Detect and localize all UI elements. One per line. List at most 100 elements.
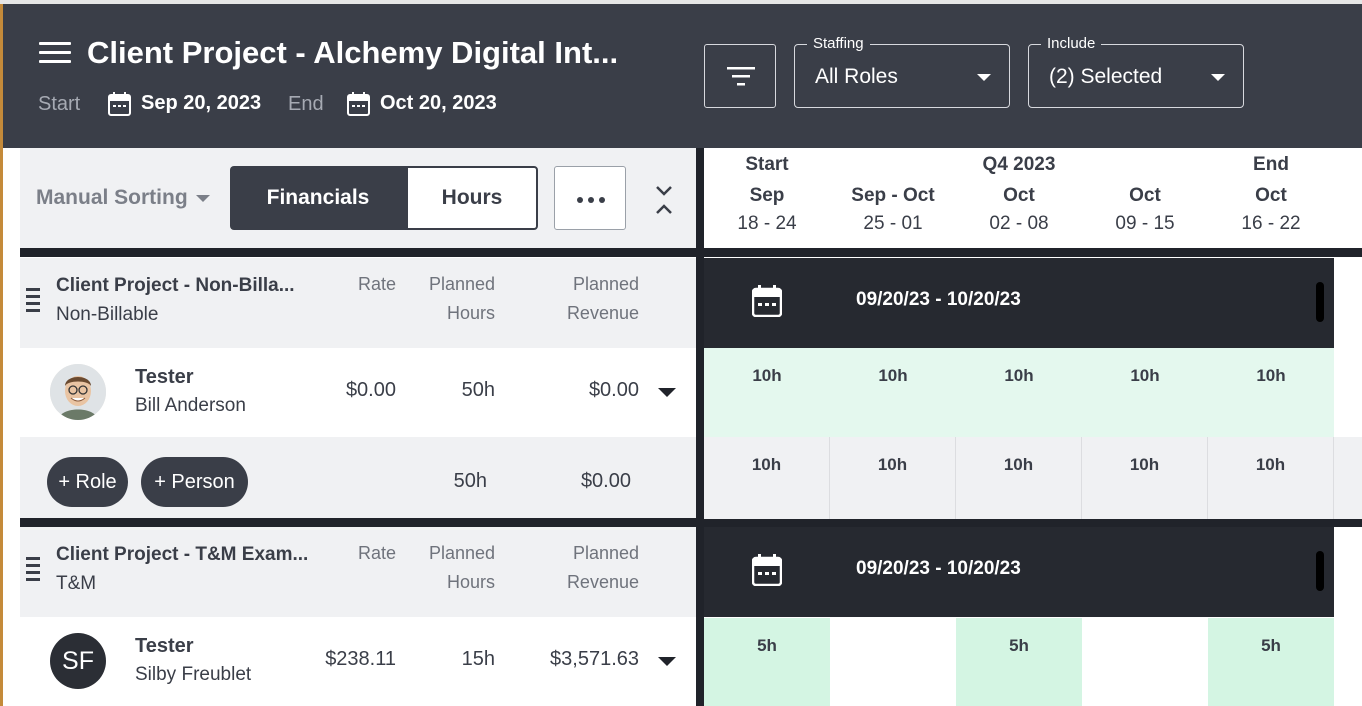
week-month: Oct	[1003, 185, 1035, 206]
rate-value: $238.11	[325, 648, 396, 670]
allocation-cell[interactable]: 5h	[704, 618, 830, 706]
include-label: Include	[1041, 35, 1102, 52]
add-role-button[interactable]: + Role	[47, 457, 128, 507]
menu-icon[interactable]	[39, 42, 71, 68]
week-days: 09 - 15	[1115, 213, 1175, 234]
resize-handle[interactable]	[1316, 282, 1324, 322]
chevron-down-icon[interactable]	[658, 388, 676, 397]
include-select[interactable]: Include (2) Selected	[1028, 35, 1244, 108]
end-label: End	[288, 93, 324, 115]
timeline-filler	[1334, 527, 1362, 617]
rate-column-header: Rate	[357, 543, 396, 563]
week-days: 18 - 24	[737, 213, 797, 234]
summary-cell: 10h	[830, 437, 956, 519]
planned-hours-header-1: Planned	[428, 274, 495, 294]
add-person-button[interactable]: + Person	[141, 457, 248, 507]
week-month: Oct	[1255, 185, 1287, 206]
person-name[interactable]: Silby Freublet	[135, 664, 252, 685]
view-toolbar: Manual Sorting Financials Hours	[20, 148, 696, 248]
project-type: Non-Billable	[56, 304, 159, 325]
planned-hours-header-2: Hours	[446, 303, 495, 323]
rate-value: $0.00	[345, 379, 396, 401]
project-type: T&M	[56, 573, 97, 594]
chevron-down-icon[interactable]	[196, 195, 210, 202]
resize-handle[interactable]	[1316, 551, 1324, 591]
week-month: Sep - Oct	[851, 185, 935, 206]
allocation-cell[interactable]: 10h	[1082, 348, 1208, 438]
staffing-panel: Manual Sorting Financials Hours Client P…	[20, 148, 696, 706]
divider	[20, 248, 696, 257]
week-days: 16 - 22	[1241, 213, 1301, 234]
staffing-label: Staffing	[807, 35, 870, 52]
staffing-select[interactable]: Staffing All Roles	[794, 35, 1010, 108]
chevron-down-icon	[1211, 74, 1225, 81]
include-value: (2) Selected	[1049, 65, 1163, 88]
week-days: 25 - 01	[863, 213, 923, 234]
project-date-band[interactable]: 09/20/23 - 10/20/23	[704, 258, 1334, 348]
avatar	[50, 364, 106, 420]
project-summary-row: + Role + Person 50h $0.00	[20, 437, 696, 518]
staffing-value: All Roles	[815, 65, 898, 88]
panel-divider[interactable]	[696, 148, 704, 706]
calendar-icon[interactable]	[752, 285, 782, 317]
calendar-icon[interactable]	[752, 554, 782, 586]
person-name[interactable]: Bill Anderson	[135, 395, 246, 416]
drag-handle-icon[interactable]	[26, 288, 40, 314]
page-header: Client Project - Alchemy Digital Int... …	[3, 4, 1362, 148]
summary-revenue: $0.00	[580, 470, 631, 492]
start-date[interactable]: Sep 20, 2023	[141, 92, 262, 114]
filter-button[interactable]	[704, 44, 776, 108]
project-date-range: 09/20/23 - 10/20/23	[856, 558, 1021, 579]
project-date-range: 09/20/23 - 10/20/23	[856, 289, 1021, 310]
divider	[704, 248, 1362, 257]
allocation-cell[interactable]	[1082, 618, 1208, 706]
allocation-cell[interactable]: 10h	[956, 348, 1082, 438]
quarter-label: Q4 2023	[982, 154, 1056, 175]
project-header: Client Project - Non-Billa... Non-Billab…	[20, 258, 696, 348]
table-row[interactable]: SF Tester Silby Freublet $238.11 15h $3,…	[20, 617, 696, 706]
project-name[interactable]: Client Project - T&M Exam...	[56, 544, 309, 565]
hours-toggle-button[interactable]: Hours	[406, 166, 538, 230]
allocation-cell[interactable]: 5h	[1208, 618, 1334, 706]
end-calendar-icon[interactable]	[347, 92, 370, 116]
chevron-down-icon[interactable]	[658, 657, 676, 666]
summary-cell: 10h	[1082, 437, 1208, 519]
allocation-cell[interactable]	[830, 618, 956, 706]
week-marker: Start	[745, 154, 789, 175]
week-month: Oct	[1129, 185, 1161, 206]
person-role: Tester	[135, 635, 194, 657]
end-date[interactable]: Oct 20, 2023	[380, 92, 497, 114]
filter-icon	[727, 67, 755, 86]
start-calendar-icon[interactable]	[108, 92, 131, 116]
drag-handle-icon[interactable]	[26, 557, 40, 583]
week-marker: End	[1253, 154, 1289, 175]
collapse-icon[interactable]	[654, 184, 674, 216]
planned-revenue-header-2: Revenue	[566, 303, 639, 323]
planned-revenue-header-2: Revenue	[566, 572, 639, 592]
timeline-filler	[1334, 258, 1362, 348]
planned-revenue-header-1: Planned	[572, 543, 639, 563]
window-frame-top	[0, 0, 1362, 4]
project-date-band[interactable]: 09/20/23 - 10/20/23	[704, 527, 1334, 617]
sort-dropdown[interactable]: Manual Sorting	[36, 186, 188, 209]
allocation-cell[interactable]: 10h	[1208, 348, 1334, 438]
allocation-cell[interactable]: 5h	[956, 618, 1082, 706]
allocation-cell[interactable]: 10h	[830, 348, 956, 438]
planned-revenue-value: $0.00	[588, 379, 639, 401]
more-options-button[interactable]	[554, 166, 626, 230]
chevron-down-icon	[977, 74, 991, 81]
timeline-header: Start Sep 18 - 24 Sep - Oct 25 - 01 Q4 2…	[704, 148, 1362, 248]
financials-toggle-button[interactable]: Financials	[230, 166, 406, 230]
rate-column-header: Rate	[357, 274, 396, 294]
summary-cell: 10h	[704, 437, 830, 519]
project-separator	[20, 518, 1362, 527]
project-name[interactable]: Client Project - Non-Billa...	[56, 275, 295, 296]
planned-hours-value: 50h	[461, 379, 495, 401]
person-role: Tester	[135, 366, 194, 388]
project-header: Client Project - T&M Exam... T&M Rate Pl…	[20, 527, 696, 617]
allocation-cell[interactable]: 10h	[704, 348, 830, 438]
page-title: Client Project - Alchemy Digital Int...	[87, 35, 619, 70]
table-row[interactable]: Tester Bill Anderson $0.00 50h $0.00	[20, 348, 696, 438]
planned-hours-header-2: Hours	[446, 572, 495, 592]
summary-hours: 50h	[453, 470, 487, 492]
